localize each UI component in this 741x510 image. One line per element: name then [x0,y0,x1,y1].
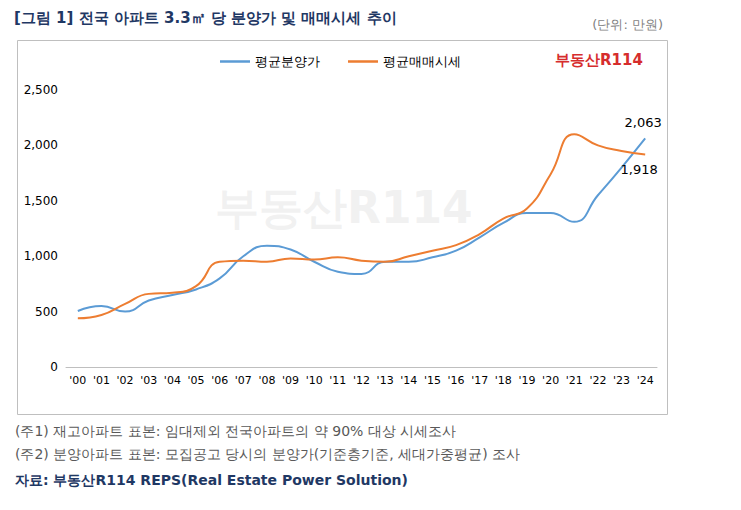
svg-text:2,000: 2,000 [24,138,58,152]
svg-text:'23: '23 [613,374,630,387]
svg-text:(단위: 만원): (단위: 만원) [592,17,663,32]
svg-text:1,000: 1,000 [24,249,58,263]
svg-text:'24: '24 [637,374,654,387]
svg-text:500: 500 [35,305,58,319]
svg-text:'15: '15 [424,374,441,387]
svg-text:2,063: 2,063 [625,115,662,130]
svg-text:(주2) 분양아파트 표본: 모집공고 당시의 분양가(기준: (주2) 분양아파트 표본: 모집공고 당시의 분양가(기준층기준, 세대가중평… [15,446,520,462]
svg-text:'02: '02 [117,374,134,387]
svg-text:부동산R114: 부동산R114 [555,51,643,69]
svg-text:부동산R114: 부동산R114 [215,182,473,233]
svg-text:'20: '20 [542,374,559,387]
svg-text:'19: '19 [518,374,535,387]
svg-text:'12: '12 [353,374,370,387]
svg-text:'05: '05 [188,374,205,387]
svg-text:'07: '07 [235,374,252,387]
svg-text:'09: '09 [282,374,299,387]
svg-text:'11: '11 [329,374,346,387]
svg-text:평균분양가: 평균분양가 [255,54,320,69]
svg-text:'06: '06 [211,374,228,387]
svg-text:[그림 1] 전국 아파트 3.3㎡ 당 분양가 및 매매시: [그림 1] 전국 아파트 3.3㎡ 당 분양가 및 매매시세 추이 [14,9,397,27]
svg-text:'22: '22 [589,374,606,387]
svg-text:'03: '03 [140,374,157,387]
svg-text:'01: '01 [93,374,110,387]
svg-text:'18: '18 [495,374,512,387]
svg-text:1,500: 1,500 [24,194,58,208]
svg-text:평균매매시세: 평균매매시세 [383,54,461,69]
svg-text:'08: '08 [258,374,275,387]
svg-text:(주1) 재고아파트 표본: 임대제외 전국아파트의 약 9: (주1) 재고아파트 표본: 임대제외 전국아파트의 약 90% 대상 시세조사 [15,423,456,439]
svg-text:'13: '13 [377,374,394,387]
svg-text:'17: '17 [471,374,488,387]
svg-text:'16: '16 [448,374,465,387]
svg-text:자료: 부동산R114 REPS(Real Estate P: 자료: 부동산R114 REPS(Real Estate Power Solut… [15,472,408,488]
svg-text:2,500: 2,500 [24,83,58,97]
svg-text:'00: '00 [69,374,86,387]
svg-text:1,918: 1,918 [621,162,658,177]
svg-text:'14: '14 [400,374,417,387]
svg-text:0: 0 [50,360,58,374]
svg-text:'10: '10 [306,374,323,387]
svg-text:'21: '21 [566,374,583,387]
svg-text:'04: '04 [164,374,181,387]
